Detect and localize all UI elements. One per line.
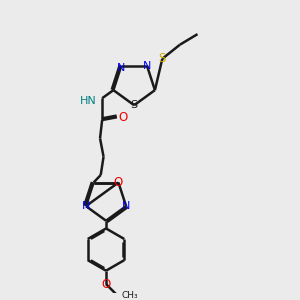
Text: O: O [114, 176, 123, 189]
Text: O: O [101, 278, 111, 291]
Text: N: N [143, 61, 151, 71]
Text: CH₃: CH₃ [122, 291, 138, 300]
Text: N: N [117, 62, 125, 73]
Text: S: S [130, 100, 138, 110]
Text: S: S [159, 52, 166, 65]
Text: O: O [118, 111, 128, 124]
Text: N: N [82, 201, 90, 211]
Text: HN: HN [80, 96, 97, 106]
Text: N: N [122, 201, 130, 211]
